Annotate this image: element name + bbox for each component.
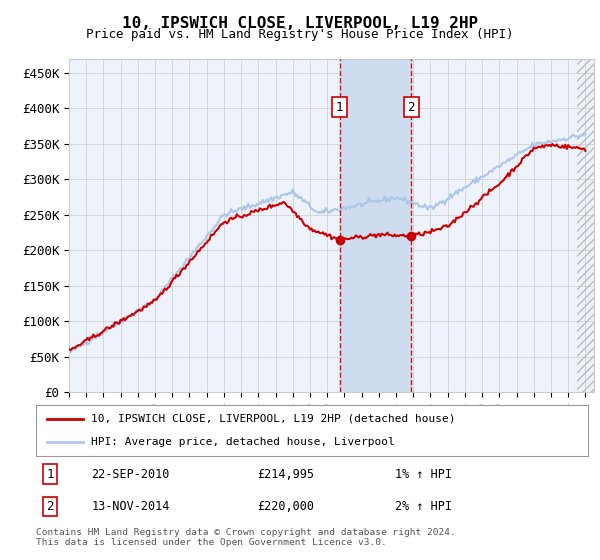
Text: 10, IPSWICH CLOSE, LIVERPOOL, L19 2HP: 10, IPSWICH CLOSE, LIVERPOOL, L19 2HP <box>122 16 478 31</box>
Text: 13-NOV-2014: 13-NOV-2014 <box>91 500 170 513</box>
Text: 2% ↑ HPI: 2% ↑ HPI <box>395 500 452 513</box>
Text: 22-SEP-2010: 22-SEP-2010 <box>91 468 170 480</box>
Text: HPI: Average price, detached house, Liverpool: HPI: Average price, detached house, Live… <box>91 437 395 447</box>
Text: 10, IPSWICH CLOSE, LIVERPOOL, L19 2HP (detached house): 10, IPSWICH CLOSE, LIVERPOOL, L19 2HP (d… <box>91 414 456 424</box>
Text: 2: 2 <box>407 101 415 114</box>
Bar <box>577 59 598 392</box>
Text: 1: 1 <box>46 468 53 480</box>
Text: 1% ↑ HPI: 1% ↑ HPI <box>395 468 452 480</box>
Text: £214,995: £214,995 <box>257 468 314 480</box>
Text: 1: 1 <box>336 101 343 114</box>
Bar <box>340 59 411 392</box>
Text: £220,000: £220,000 <box>257 500 314 513</box>
Text: Price paid vs. HM Land Registry's House Price Index (HPI): Price paid vs. HM Land Registry's House … <box>86 28 514 41</box>
Text: Contains HM Land Registry data © Crown copyright and database right 2024.
This d: Contains HM Land Registry data © Crown c… <box>36 528 456 547</box>
Text: 2: 2 <box>46 500 53 513</box>
